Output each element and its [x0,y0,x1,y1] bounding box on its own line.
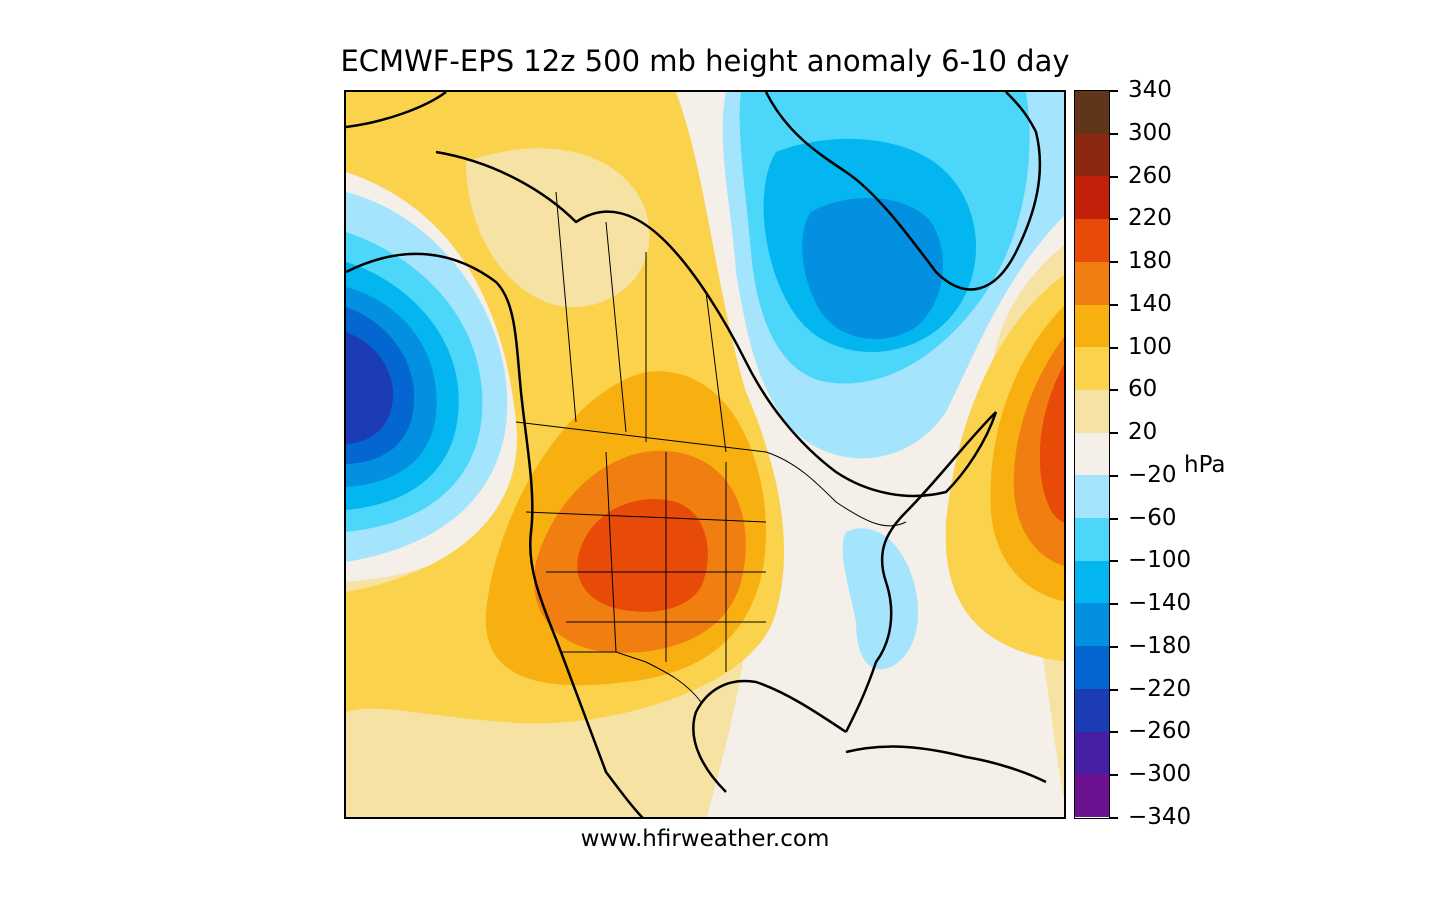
colorbar-segment [1075,261,1109,306]
colorbar-tick-label: −180 [1128,632,1192,659]
colorbar-segment [1075,774,1109,818]
colorbar-segment [1075,475,1109,519]
footer-website: www.hfirweather.com [580,826,830,852]
colorbar-tick-label: 20 [1128,419,1158,446]
colorbar-segment [1075,347,1109,391]
colorbar-tick-label: 140 [1128,290,1172,317]
coastline-greenland [764,92,1042,291]
colorbar-segment [1075,646,1109,690]
colorbar-tick-label: −20 [1128,461,1177,488]
colorbar-segment [1075,731,1109,775]
colorbar-segment [1075,432,1109,476]
colorbar-tick-label: −340 [1128,804,1192,830]
colorbar-tick-label: −140 [1128,590,1192,617]
colorbar-segment [1075,133,1109,177]
colorbar-segment [1075,176,1109,220]
colorbar-tick-label: 260 [1128,162,1172,189]
colorbar-segment [1075,560,1109,604]
coastline-arctic [435,150,998,498]
map-panel[interactable] [344,90,1066,819]
colorbar-segment [1075,518,1109,562]
border-us-states [525,451,767,672]
political-borders [515,191,907,703]
colorbar-segment [1075,389,1109,434]
map-title: ECMWF-EPS 12z 500 mb height anomaly 6-10… [340,44,1070,78]
contour-westcoast-220 [346,332,394,444]
colorbar-segment [1075,91,1109,135]
anomaly-map [346,92,1064,817]
border-us-canada [515,421,907,527]
colorbar-segment [1075,688,1109,733]
colorbar-tick-label: −260 [1128,718,1192,745]
contour-eastcoast-20 [842,528,918,670]
colorbar [1074,90,1110,819]
colorbar-segment [1075,304,1109,348]
colorbar-tick-label: 300 [1128,119,1172,146]
colorbar-tick-label: 220 [1128,205,1172,232]
colorbar-tick-label: −300 [1128,761,1192,788]
border-canada-provinces [555,191,727,453]
colorbar-segment [1075,219,1109,263]
colorbar-tick-label: −60 [1128,504,1177,531]
coastlines [346,92,1047,817]
contour-positive-20-north [466,148,650,308]
colorbar-tick-label: −100 [1128,547,1192,574]
colorbar-segment [1075,603,1109,647]
colorbar-unit: hPa [1184,452,1226,478]
colorbar-tick-label: 100 [1128,333,1172,360]
colorbar-tick-label: 340 [1128,77,1172,103]
contour-atlantic-180 [1039,364,1064,523]
coastline-pacific [346,252,644,817]
border-us-mexico [561,651,702,703]
colorbar-tick-label: 180 [1128,248,1172,275]
coastline-cuba [845,745,1047,784]
colorbar-tick-label: 60 [1128,376,1158,403]
coastline-atlantic [844,411,997,733]
coastline-alaska [346,92,447,129]
coastline-gulf [692,679,847,793]
colorbar-tick-label: −220 [1128,675,1192,702]
